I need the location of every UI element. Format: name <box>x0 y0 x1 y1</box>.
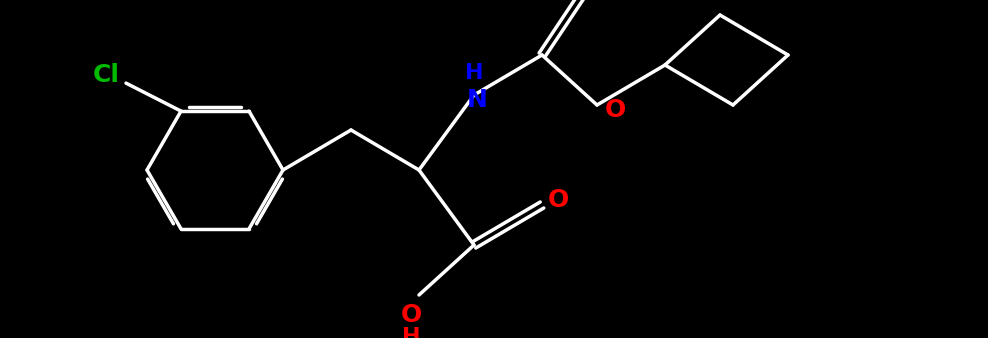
Text: O: O <box>400 303 422 327</box>
Text: H: H <box>464 63 483 83</box>
Text: Cl: Cl <box>93 63 120 87</box>
Text: O: O <box>547 188 569 212</box>
Text: H: H <box>402 327 420 338</box>
Text: O: O <box>605 98 625 122</box>
Text: N: N <box>466 88 487 112</box>
